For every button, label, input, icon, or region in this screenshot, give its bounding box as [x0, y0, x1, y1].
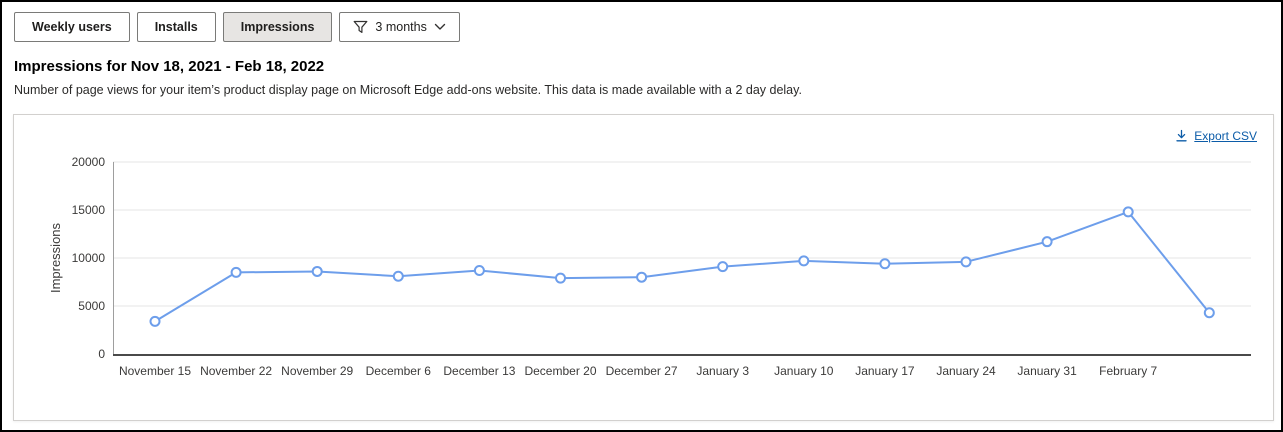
filter-funnel-icon	[354, 20, 368, 33]
x-tick-label: December 20	[524, 364, 596, 378]
chart-point[interactable]	[149, 315, 161, 327]
chart-point[interactable]	[473, 264, 485, 276]
y-tick-label: 5000	[78, 299, 105, 313]
tab-impressions[interactable]: Impressions	[222, 12, 333, 42]
chart-point[interactable]	[1122, 206, 1134, 218]
tab-weekly-users[interactable]: Weekly users	[14, 12, 130, 42]
impressions-chart: 0 5000 10000 15000 20000 Impressions November …	[48, 155, 1251, 378]
x-tick-label: November 22	[200, 364, 272, 378]
chart-point[interactable]	[1041, 236, 1053, 248]
export-csv-link[interactable]: Export CSV	[1175, 129, 1257, 143]
x-tick-label: January 24	[936, 364, 996, 378]
chart-point[interactable]	[960, 256, 972, 268]
page-description: Number of page views for your item’s pro…	[14, 83, 802, 97]
y-tick-label: 15000	[72, 203, 106, 217]
time-range-filter[interactable]: 3 months	[339, 12, 460, 42]
x-tick-label: January 31	[1017, 364, 1077, 378]
chart-panel: Export CSV 0 5000 10000 15000 20000 Impressio…	[13, 114, 1274, 421]
export-csv-label: Export CSV	[1194, 129, 1257, 143]
chevron-down-icon	[434, 23, 446, 30]
time-range-label: 3 months	[375, 20, 427, 34]
x-tick-label: November 15	[119, 364, 191, 378]
chart-point[interactable]	[798, 255, 810, 267]
x-tick-label: January 10	[774, 364, 834, 378]
x-tick-label: December 13	[443, 364, 515, 378]
page-title: Impressions for Nov 18, 2021 - Feb 18, 2…	[14, 58, 325, 75]
chart-point[interactable]	[717, 261, 729, 273]
x-tick-label: January 17	[855, 364, 915, 378]
x-tick-label: January 3	[696, 364, 749, 378]
x-tick-label: November 29	[281, 364, 353, 378]
y-axis-title: Impressions	[48, 222, 63, 293]
chart-point[interactable]	[311, 265, 323, 277]
impressions-series-line	[154, 210, 1211, 323]
download-icon	[1176, 129, 1187, 142]
x-tick-label: February 7	[1099, 364, 1157, 378]
chart-point[interactable]	[230, 266, 242, 278]
chart-point[interactable]	[636, 271, 648, 283]
x-tick-label: December 27	[606, 364, 678, 378]
chart-point[interactable]	[392, 270, 404, 282]
y-tick-label: 20000	[72, 155, 106, 169]
y-tick-label: 0	[98, 347, 105, 361]
chart-point[interactable]	[555, 272, 566, 284]
x-tick-label: December 6	[366, 364, 432, 378]
y-tick-label: 10000	[72, 251, 106, 265]
tab-installs[interactable]: Installs	[136, 12, 216, 42]
chart-point[interactable]	[879, 258, 891, 270]
metric-toolbar: Weekly users Installs Impressions 3 mont…	[14, 12, 460, 42]
chart-point[interactable]	[1203, 307, 1215, 319]
